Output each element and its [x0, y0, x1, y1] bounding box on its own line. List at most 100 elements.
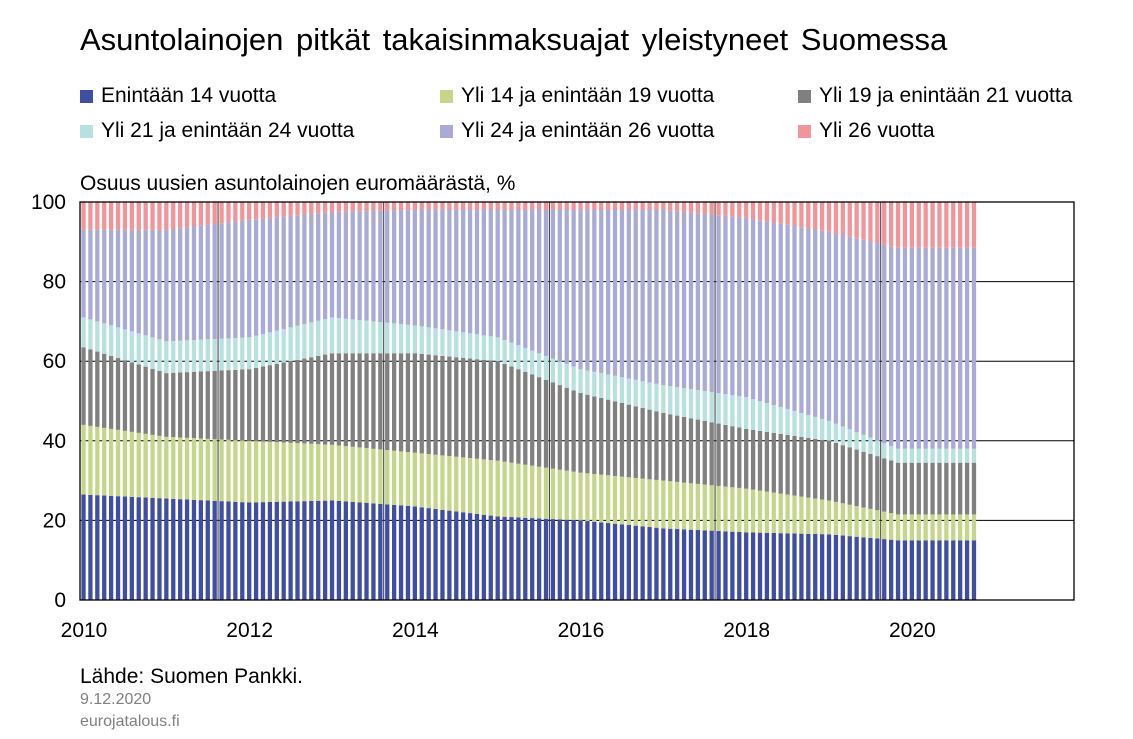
bar-segment [868, 241, 873, 438]
bar-segment [385, 450, 390, 505]
bar-segment [357, 353, 362, 448]
bar-segment [764, 532, 770, 600]
bar-segment [102, 495, 107, 600]
bar-segment [136, 333, 141, 365]
bar-segment [219, 370, 224, 440]
bar-segment [882, 458, 887, 512]
bar-segment [392, 353, 397, 451]
bar-segment [778, 433, 783, 494]
bar-segment [364, 202, 369, 212]
y-tick-label: 20 [43, 509, 66, 532]
bar-segment [654, 383, 659, 412]
bar-segment [295, 215, 300, 326]
bar-segment [675, 481, 680, 530]
bar-segment [81, 229, 86, 318]
bar-segment [295, 443, 300, 502]
bar-segment [205, 371, 210, 439]
bar-segment [599, 474, 604, 523]
bar-segment [233, 501, 238, 600]
bar-segment [875, 538, 880, 600]
bar-segment [240, 502, 245, 600]
bar-segment [212, 202, 217, 225]
bar-segment [198, 202, 204, 226]
bar-segment [178, 202, 183, 229]
bar-segment [640, 381, 645, 408]
bar-segment [171, 202, 176, 230]
chart-title: Asuntolainojen pitkät takaisinmaksuajat … [80, 22, 948, 57]
bar-segment [226, 370, 231, 440]
bar-segment [247, 369, 252, 441]
bar-segment [564, 202, 569, 210]
bar-segment [516, 369, 521, 464]
bar-segment [481, 459, 487, 515]
bar-segment [785, 202, 790, 225]
bar-segment [178, 340, 183, 373]
bar-segment [233, 202, 238, 222]
bar-segment [861, 507, 866, 538]
bar-segment [599, 522, 604, 600]
x-tick-label: 2014 [392, 619, 439, 642]
bar-segment [322, 500, 328, 600]
bar-segment [157, 229, 162, 340]
bar-segment [378, 353, 383, 450]
bar-segment [799, 412, 804, 437]
bar-segment [716, 423, 721, 486]
bar-segment [681, 202, 687, 212]
bar-segment [488, 460, 493, 516]
legend-item: Enintään 14 vuotta [80, 84, 276, 108]
bar-segment [550, 358, 556, 383]
bar-segment [695, 483, 701, 531]
bar-segment [288, 215, 293, 328]
bar-segment [129, 431, 134, 497]
bar-segment [895, 514, 901, 541]
bar-segment [322, 319, 328, 355]
bar-segment [675, 202, 680, 212]
bar-segment [350, 211, 355, 320]
bar-segment [964, 247, 970, 449]
bar-segment [336, 501, 342, 600]
bar-segment [626, 404, 631, 478]
bar-segment [578, 472, 583, 521]
bar-segment [550, 209, 556, 359]
bar-segment [585, 521, 590, 600]
bar-segment [171, 372, 176, 438]
bar-segment [536, 518, 542, 600]
bar-segment [702, 202, 707, 214]
bar-segment [178, 228, 183, 341]
bar-segment [550, 468, 556, 520]
bar-segment [675, 387, 680, 416]
bar-segment [481, 335, 487, 360]
bar-segment [592, 371, 597, 397]
bar-segment [523, 517, 528, 600]
bar-segment [108, 355, 114, 429]
bar-segment [723, 215, 728, 395]
bar-segment [447, 330, 452, 357]
bar-segment [488, 515, 493, 600]
bar-segment [267, 441, 273, 502]
bar-segment [688, 529, 694, 600]
bar-segment [405, 452, 411, 506]
bar-segment [212, 338, 217, 371]
bar-segment [488, 336, 493, 361]
bar-segment [626, 378, 631, 405]
bar-segment [157, 498, 162, 600]
bar-segment [184, 372, 190, 438]
bar-segment [633, 477, 638, 526]
bar-segment [916, 202, 921, 248]
bar-segment [467, 202, 473, 210]
bar-segment [619, 202, 625, 210]
bar-segment [523, 209, 528, 348]
bar-segment [585, 370, 590, 395]
bar-segment [819, 418, 825, 440]
bar-segment [633, 379, 638, 407]
bar-segment [398, 202, 404, 211]
bar-segment [619, 209, 625, 378]
bar-segment [868, 202, 873, 242]
bar-segment [357, 447, 362, 503]
bar-segment [612, 475, 618, 524]
x-tick-label: 2018 [723, 619, 770, 642]
bar-segment [302, 443, 307, 502]
bar-segment [612, 401, 618, 476]
bar-segment [467, 358, 473, 459]
bar-segment [564, 387, 569, 471]
